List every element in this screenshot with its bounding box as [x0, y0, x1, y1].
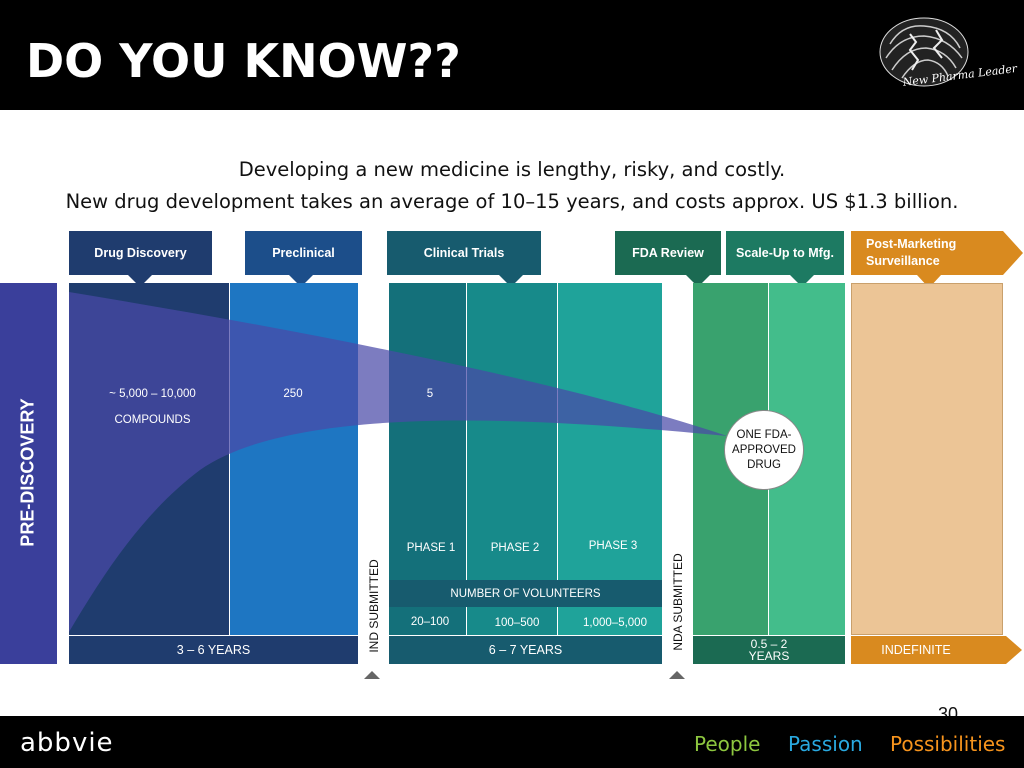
tab-clinical-trials: Clinical Trials — [387, 231, 541, 275]
volunteers-phase-2: 100–500 — [494, 617, 540, 629]
header-bar — [0, 0, 1024, 110]
volunteers-phase-1: 20–100 — [410, 616, 450, 628]
phase-2-column — [467, 283, 557, 635]
phase-3-column — [558, 283, 662, 635]
subtitle-line-2: New drug development takes an average of… — [65, 190, 959, 213]
clinical-count: 5 — [426, 388, 434, 400]
duration-fda: 0.5 – 2 YEARS — [693, 636, 845, 664]
post-marketing-column — [851, 283, 1003, 635]
page-title: DO YOU KNOW?? — [26, 34, 461, 88]
tagline-possibilities: Possibilities — [890, 732, 1006, 756]
approved-drug-label: ONE FDA-APPROVED DRUG — [732, 428, 796, 471]
preclinical-count: 250 — [283, 388, 303, 400]
duration-discovery-preclinical: 3 – 6 YEARS — [69, 636, 358, 664]
volunteers-bar: NUMBER OF VOLUNTEERS — [389, 580, 662, 607]
footer-bar — [0, 716, 1024, 768]
phase-1-label: PHASE 1 — [406, 542, 456, 554]
approved-drug-circle: ONE FDA-APPROVED DRUG — [724, 410, 804, 490]
globe-fingerprint-logo — [879, 17, 969, 87]
compounds-label: COMPOUNDS — [114, 414, 191, 426]
ind-submitted-label: IND SUBMITTED — [367, 559, 381, 653]
subtitle-line-1: Developing a new medicine is lengthy, ri… — [238, 158, 786, 181]
duration-fda-text: 0.5 – 2 YEARS — [748, 637, 790, 663]
nda-submitted-label: NDA SUBMITTED — [671, 553, 685, 651]
phase-2-label: PHASE 2 — [490, 542, 540, 554]
ind-marker-triangle — [364, 671, 380, 679]
phase-1-column — [389, 283, 466, 635]
pre-discovery-bar — [0, 283, 57, 664]
tab-fda-review: FDA Review — [615, 231, 721, 275]
tagline-passion: Passion — [788, 732, 863, 756]
nda-marker-triangle — [669, 671, 685, 679]
tab-preclinical: Preclinical — [245, 231, 362, 275]
volunteers-phase-3: 1,000–5,000 — [583, 617, 647, 629]
phase-3-label: PHASE 3 — [588, 540, 638, 552]
compounds-count: ~ 5,000 – 10,000 — [109, 388, 196, 400]
abbvie-logo: abbvie — [20, 728, 114, 758]
post-marketing-tab-shape — [851, 231, 1023, 288]
tab-post-marketing: Post-Marketing Surveillance — [866, 237, 957, 268]
tab-scale-up: Scale-Up to Mfg. — [726, 231, 844, 275]
indefinite-arrow — [851, 636, 1022, 664]
tagline-people: People — [694, 732, 761, 756]
duration-clinical: 6 – 7 YEARS — [389, 636, 662, 664]
tab-drug-discovery: Drug Discovery — [69, 231, 212, 275]
duration-post-marketing: INDEFINITE — [881, 643, 951, 657]
